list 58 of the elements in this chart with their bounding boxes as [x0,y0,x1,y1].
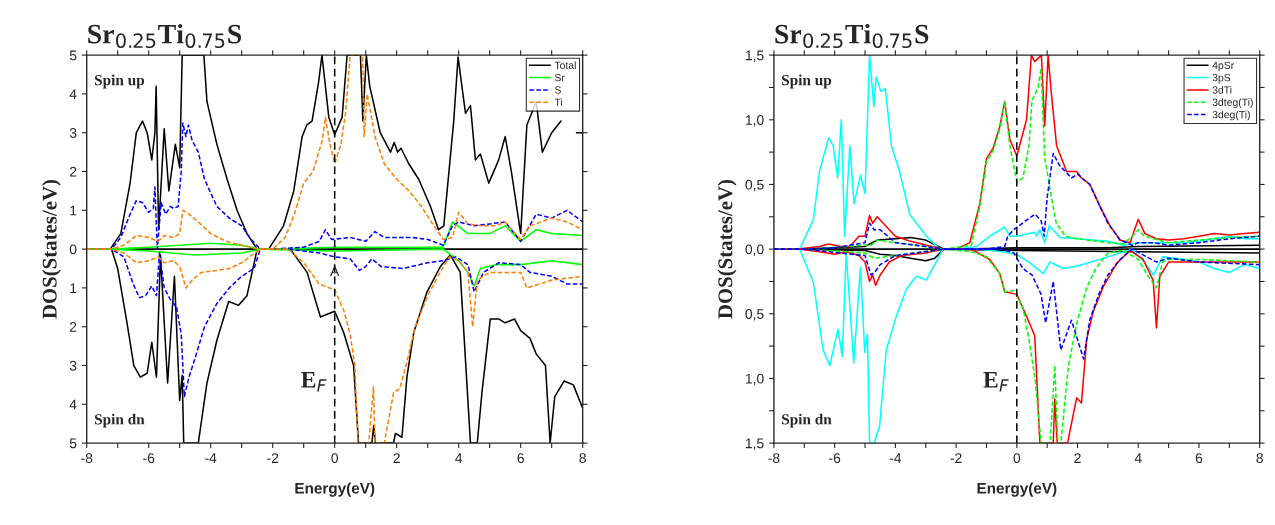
y-tick-label: 5 [69,438,77,449]
legend-label: 3dTi [1212,86,1232,94]
x-tick-label: -4 [205,453,217,463]
y-tick-label: 3 [69,128,77,138]
x-tick-label: 6 [517,453,524,464]
y-tick-label: 1 [70,205,77,216]
y-tick-label: 0,5 [745,179,764,192]
y-tick-label: 2 [69,322,77,332]
y-tick-label: 5 [69,50,77,61]
annotation: Spin dn [782,413,832,428]
y-axis-title: DOS(States/eV) [717,180,737,319]
x-tick-label: 8 [579,453,586,464]
x-tick-label: -8 [81,453,93,464]
x-tick-label: 4 [455,453,463,463]
x-tick-label: 4 [1134,453,1142,463]
legend-label: Ti [554,98,563,106]
x-tick-label: 2 [1074,453,1081,463]
x-tick-label: -6 [829,453,841,464]
y-tick-label: 0,5 [745,309,764,321]
legend-label: 4pSr [1212,61,1234,72]
x-axis-title: Energy(eV) [977,482,1057,497]
legend-label: 3deg(Ti) [1212,110,1250,121]
x-tick-label: 8 [1256,453,1263,464]
x-tick-label: -2 [267,453,279,463]
y-tick-label: 4 [69,399,77,410]
x-tick-label: 6 [1195,453,1203,464]
x-tick-label: 2 [393,453,400,463]
x-tick-label: -2 [950,453,962,463]
y-tick-label: 0,0 [745,244,764,256]
annotation: A [330,266,340,276]
annotation: Spin up [782,74,832,89]
legend-label: Total [554,61,576,70]
ref-line-label: E$_{F}$ [301,372,327,392]
chart-title: Sr$_{0.25}$Ti$_{0.75}$S [88,23,242,49]
x-tick-label: -8 [768,453,780,464]
y-tick-label: 2 [69,166,77,177]
y-tick-label: 1,5 [745,50,764,62]
y-axis-title: DOS(States/eV) [42,180,61,319]
x-axis-title: Energy(eV) [295,482,375,497]
x-tick-label: 0 [331,453,339,464]
y-tick-label: 3 [69,360,77,371]
legend-label: Sr [554,73,565,82]
y-tick-label: 1,0 [745,115,764,127]
y-tick-label: 1 [70,283,77,293]
annotation: Spin up [94,74,145,89]
legend-label: 3pS [1212,73,1231,84]
x-tick-label: -6 [143,453,155,464]
y-tick-label: 0 [69,244,77,255]
annotation: Spin dn [94,413,145,428]
chart-title: Sr$_{0.25}$Ti$_{0.75}$S [775,23,929,49]
x-tick-label: 0 [1013,453,1021,464]
legend-label: S [554,86,561,94]
x-tick-label: -4 [889,453,902,463]
y-tick-label: 4 [69,89,77,99]
ref-line-label: E$_{F}$ [983,372,1009,392]
y-tick-label: 1,0 [745,373,764,386]
legend-label: 3dteg(Ti) [1212,98,1253,109]
y-tick-label: 1,5 [745,438,764,450]
